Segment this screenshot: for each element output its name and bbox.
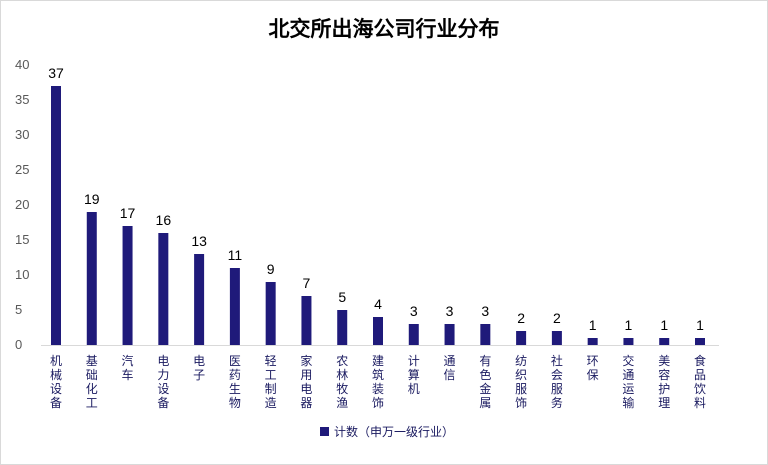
legend: 计数（申万一级行业）: [320, 424, 454, 439]
legend-swatch: [320, 427, 329, 436]
bar: [408, 324, 419, 345]
y-tick-label: 35: [15, 92, 29, 107]
bar: [623, 338, 634, 345]
data-label: 19: [84, 191, 100, 207]
x-tick-label: 电子: [193, 354, 205, 382]
y-tick-label: 30: [15, 127, 29, 142]
bar: [444, 324, 455, 345]
data-label: 7: [303, 275, 311, 291]
bar: [194, 254, 205, 345]
bar: [587, 338, 598, 345]
bar: [659, 338, 670, 345]
data-label: 13: [191, 233, 207, 249]
x-tick-label: 通信: [444, 354, 456, 382]
x-tick-label: 农林牧渔: [336, 354, 348, 410]
data-label: 5: [338, 289, 346, 305]
bar: [551, 331, 562, 345]
x-tick-label: 环保: [587, 354, 599, 382]
x-tick-label: 社会服务: [551, 353, 563, 410]
bar: [122, 226, 133, 345]
x-tick-label: 交通运输: [622, 353, 634, 410]
data-label: 11: [228, 247, 243, 263]
bar: [480, 324, 491, 345]
bar: [337, 310, 348, 345]
legend-label: 计数（申万一级行业）: [334, 424, 454, 439]
data-label: 4: [374, 296, 382, 312]
data-label: 3: [446, 303, 454, 319]
data-label: 17: [120, 205, 136, 221]
data-label: 2: [553, 310, 561, 326]
y-tick-label: 20: [15, 197, 29, 212]
y-tick-label: 0: [15, 337, 22, 352]
bar: [158, 233, 169, 345]
data-label: 1: [589, 317, 597, 333]
bar: [373, 317, 383, 345]
data-label: 1: [696, 317, 704, 333]
y-tick-label: 15: [15, 232, 29, 247]
x-tick-label: 汽车: [122, 353, 134, 382]
data-label: 37: [48, 65, 64, 81]
data-label: 1: [625, 317, 633, 333]
y-tick-label: 25: [15, 162, 29, 177]
y-axis: 0 5 10 15 20 25 30 35 40: [15, 57, 29, 352]
y-tick-label: 5: [15, 302, 22, 317]
x-tick-label: 纺织服饰: [515, 354, 527, 410]
x-tick-label: 基础化工: [86, 354, 98, 410]
x-tick-label: 美容护理: [658, 354, 670, 410]
x-tick-label: 食品饮料: [694, 353, 706, 410]
x-tick-label: 轻工制造: [265, 354, 277, 410]
y-tick-label: 10: [15, 267, 29, 282]
data-label: 1: [660, 317, 668, 333]
data-label: 16: [156, 212, 172, 228]
data-label: 9: [267, 261, 275, 277]
bar: [51, 86, 61, 345]
bar: [86, 212, 97, 345]
y-tick-label: 40: [15, 57, 29, 72]
bar: [516, 331, 527, 345]
bar: [265, 282, 276, 345]
bar-series: [51, 86, 705, 345]
x-tick-label: 有色金属: [479, 354, 491, 410]
chart-title: 北交所出海公司行业分布: [269, 16, 500, 41]
data-label: 3: [481, 303, 489, 319]
x-tick-label: 建筑装饰: [372, 354, 384, 410]
bar: [301, 296, 312, 345]
x-tick-label: 电力设备: [157, 354, 169, 410]
x-tick-label: 家用电器: [300, 353, 312, 410]
data-label: 3: [410, 303, 418, 319]
data-label: 2: [517, 310, 525, 326]
x-tick-label: 计算机: [408, 354, 420, 396]
x-tick-label: 机械设备: [50, 354, 62, 410]
bar: [229, 268, 240, 345]
x-tick-label: 医药生物: [229, 354, 241, 410]
x-axis: 机械设备 基础化工 汽车 电力设备 电子 医药生物 轻工制造 家用电器 农林牧渔 建筑装饰 计算机 通…: [41, 345, 719, 410]
bar: [695, 338, 705, 345]
